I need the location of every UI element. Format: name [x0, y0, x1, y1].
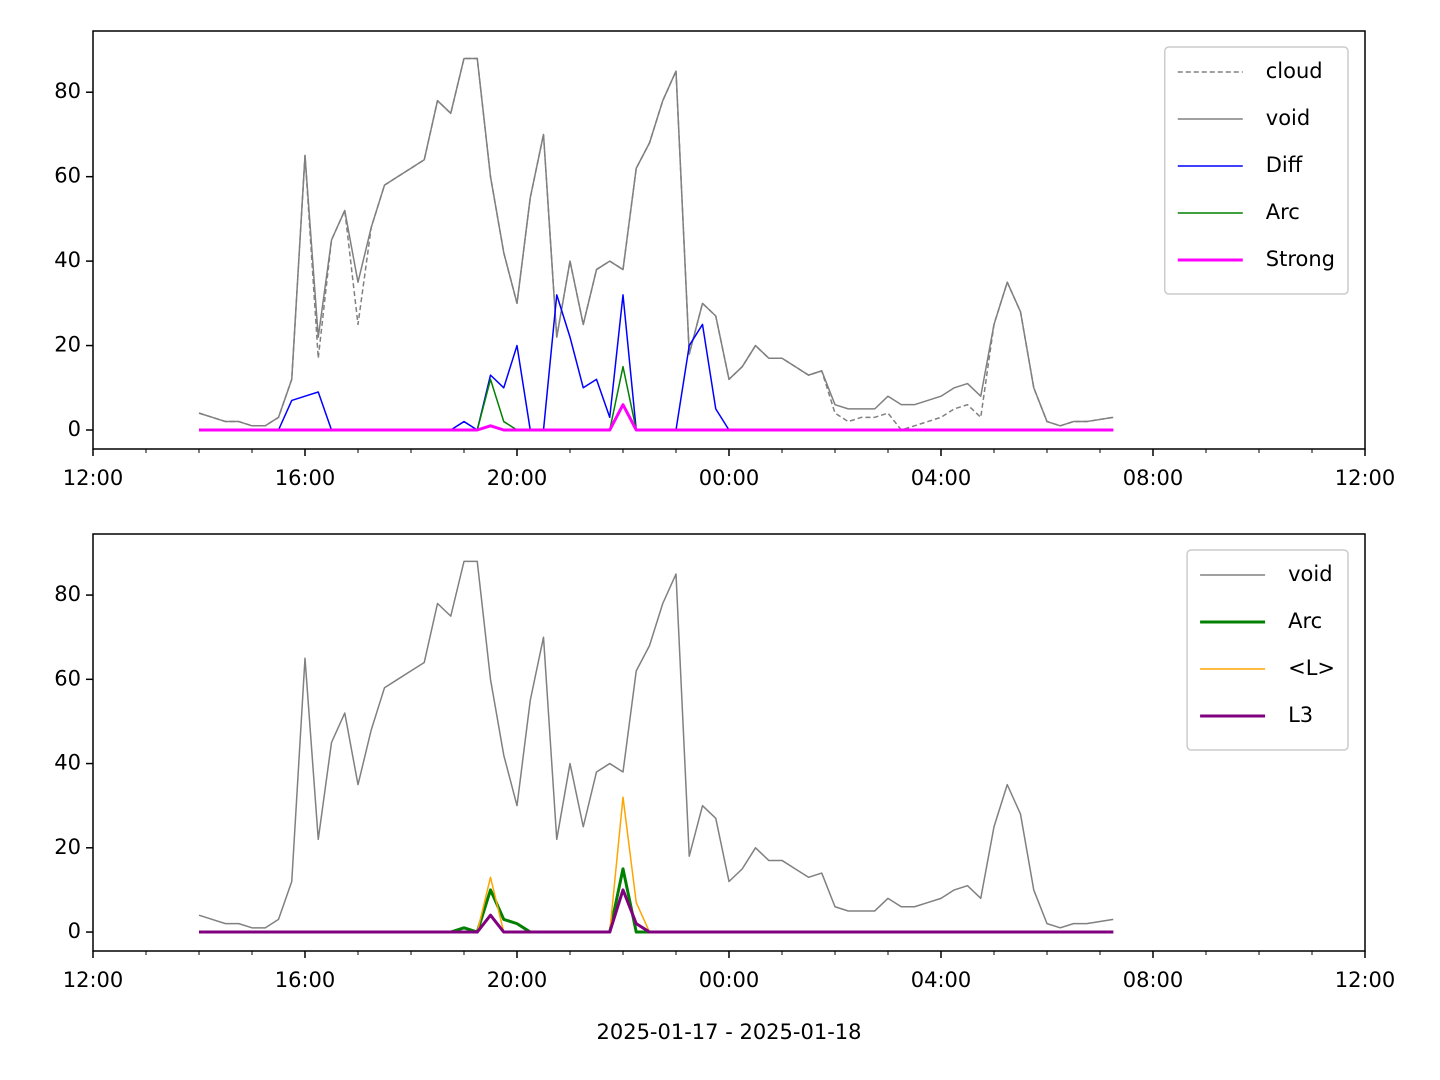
data-line [198, 57, 1114, 431]
axes-frame [92, 533, 1366, 952]
x-axis-label: 2025-01-17 - 2025-01-18 [596, 1020, 861, 1044]
legend-label: <L> [1288, 656, 1335, 680]
legend-label: void [1266, 106, 1310, 130]
x-tick-label: 00:00 [699, 466, 760, 490]
legend-label: cloud [1266, 59, 1323, 83]
legend-label: L3 [1288, 703, 1313, 727]
y-tick-label: 0 [68, 417, 81, 441]
x-tick-label: 12:00 [1335, 466, 1396, 490]
y-tick-label: 80 [54, 79, 81, 103]
legend-box [1164, 46, 1349, 295]
x-tick-label: 20:00 [487, 466, 548, 490]
data-line [199, 403, 1114, 432]
data-line [199, 294, 1114, 431]
y-tick-label: 20 [54, 835, 81, 859]
legend: void Arc <L> L3 [1186, 549, 1349, 751]
legend-box [1186, 549, 1349, 751]
x-tick-label: 16:00 [275, 466, 336, 490]
x-tick-label: 08:00 [1123, 968, 1184, 992]
x-tick-label: 12:00 [63, 466, 124, 490]
x-tick-label: 04:00 [911, 968, 972, 992]
x-tick-label: 12:00 [1335, 968, 1396, 992]
data-line [198, 560, 1114, 929]
legend: cloud void Diff Arc Strong [1164, 46, 1349, 295]
y-tick-label: 40 [54, 248, 81, 272]
axes-frame [92, 30, 1366, 450]
x-tick-label: 00:00 [699, 968, 760, 992]
data-line [199, 867, 1114, 934]
data-line [198, 57, 1114, 427]
legend-label: void [1288, 562, 1332, 586]
y-tick-label: 60 [54, 164, 81, 188]
y-tick-label: 40 [54, 751, 81, 775]
x-tick-label: 12:00 [63, 968, 124, 992]
x-tick-label: 20:00 [487, 968, 548, 992]
y-tick-label: 0 [68, 919, 81, 943]
x-tick-label: 16:00 [275, 968, 336, 992]
legend-label: Diff [1266, 153, 1303, 177]
legend-label: Strong [1266, 247, 1335, 271]
data-line [199, 796, 1114, 933]
data-line [199, 888, 1114, 934]
legend-label: Arc [1266, 200, 1300, 224]
data-line [199, 365, 1114, 431]
x-tick-label: 08:00 [1123, 466, 1184, 490]
x-tick-label: 04:00 [911, 466, 972, 490]
y-tick-label: 60 [54, 666, 81, 690]
y-tick-label: 20 [54, 333, 81, 357]
legend-label: Arc [1288, 609, 1322, 633]
y-tick-label: 80 [54, 582, 81, 606]
